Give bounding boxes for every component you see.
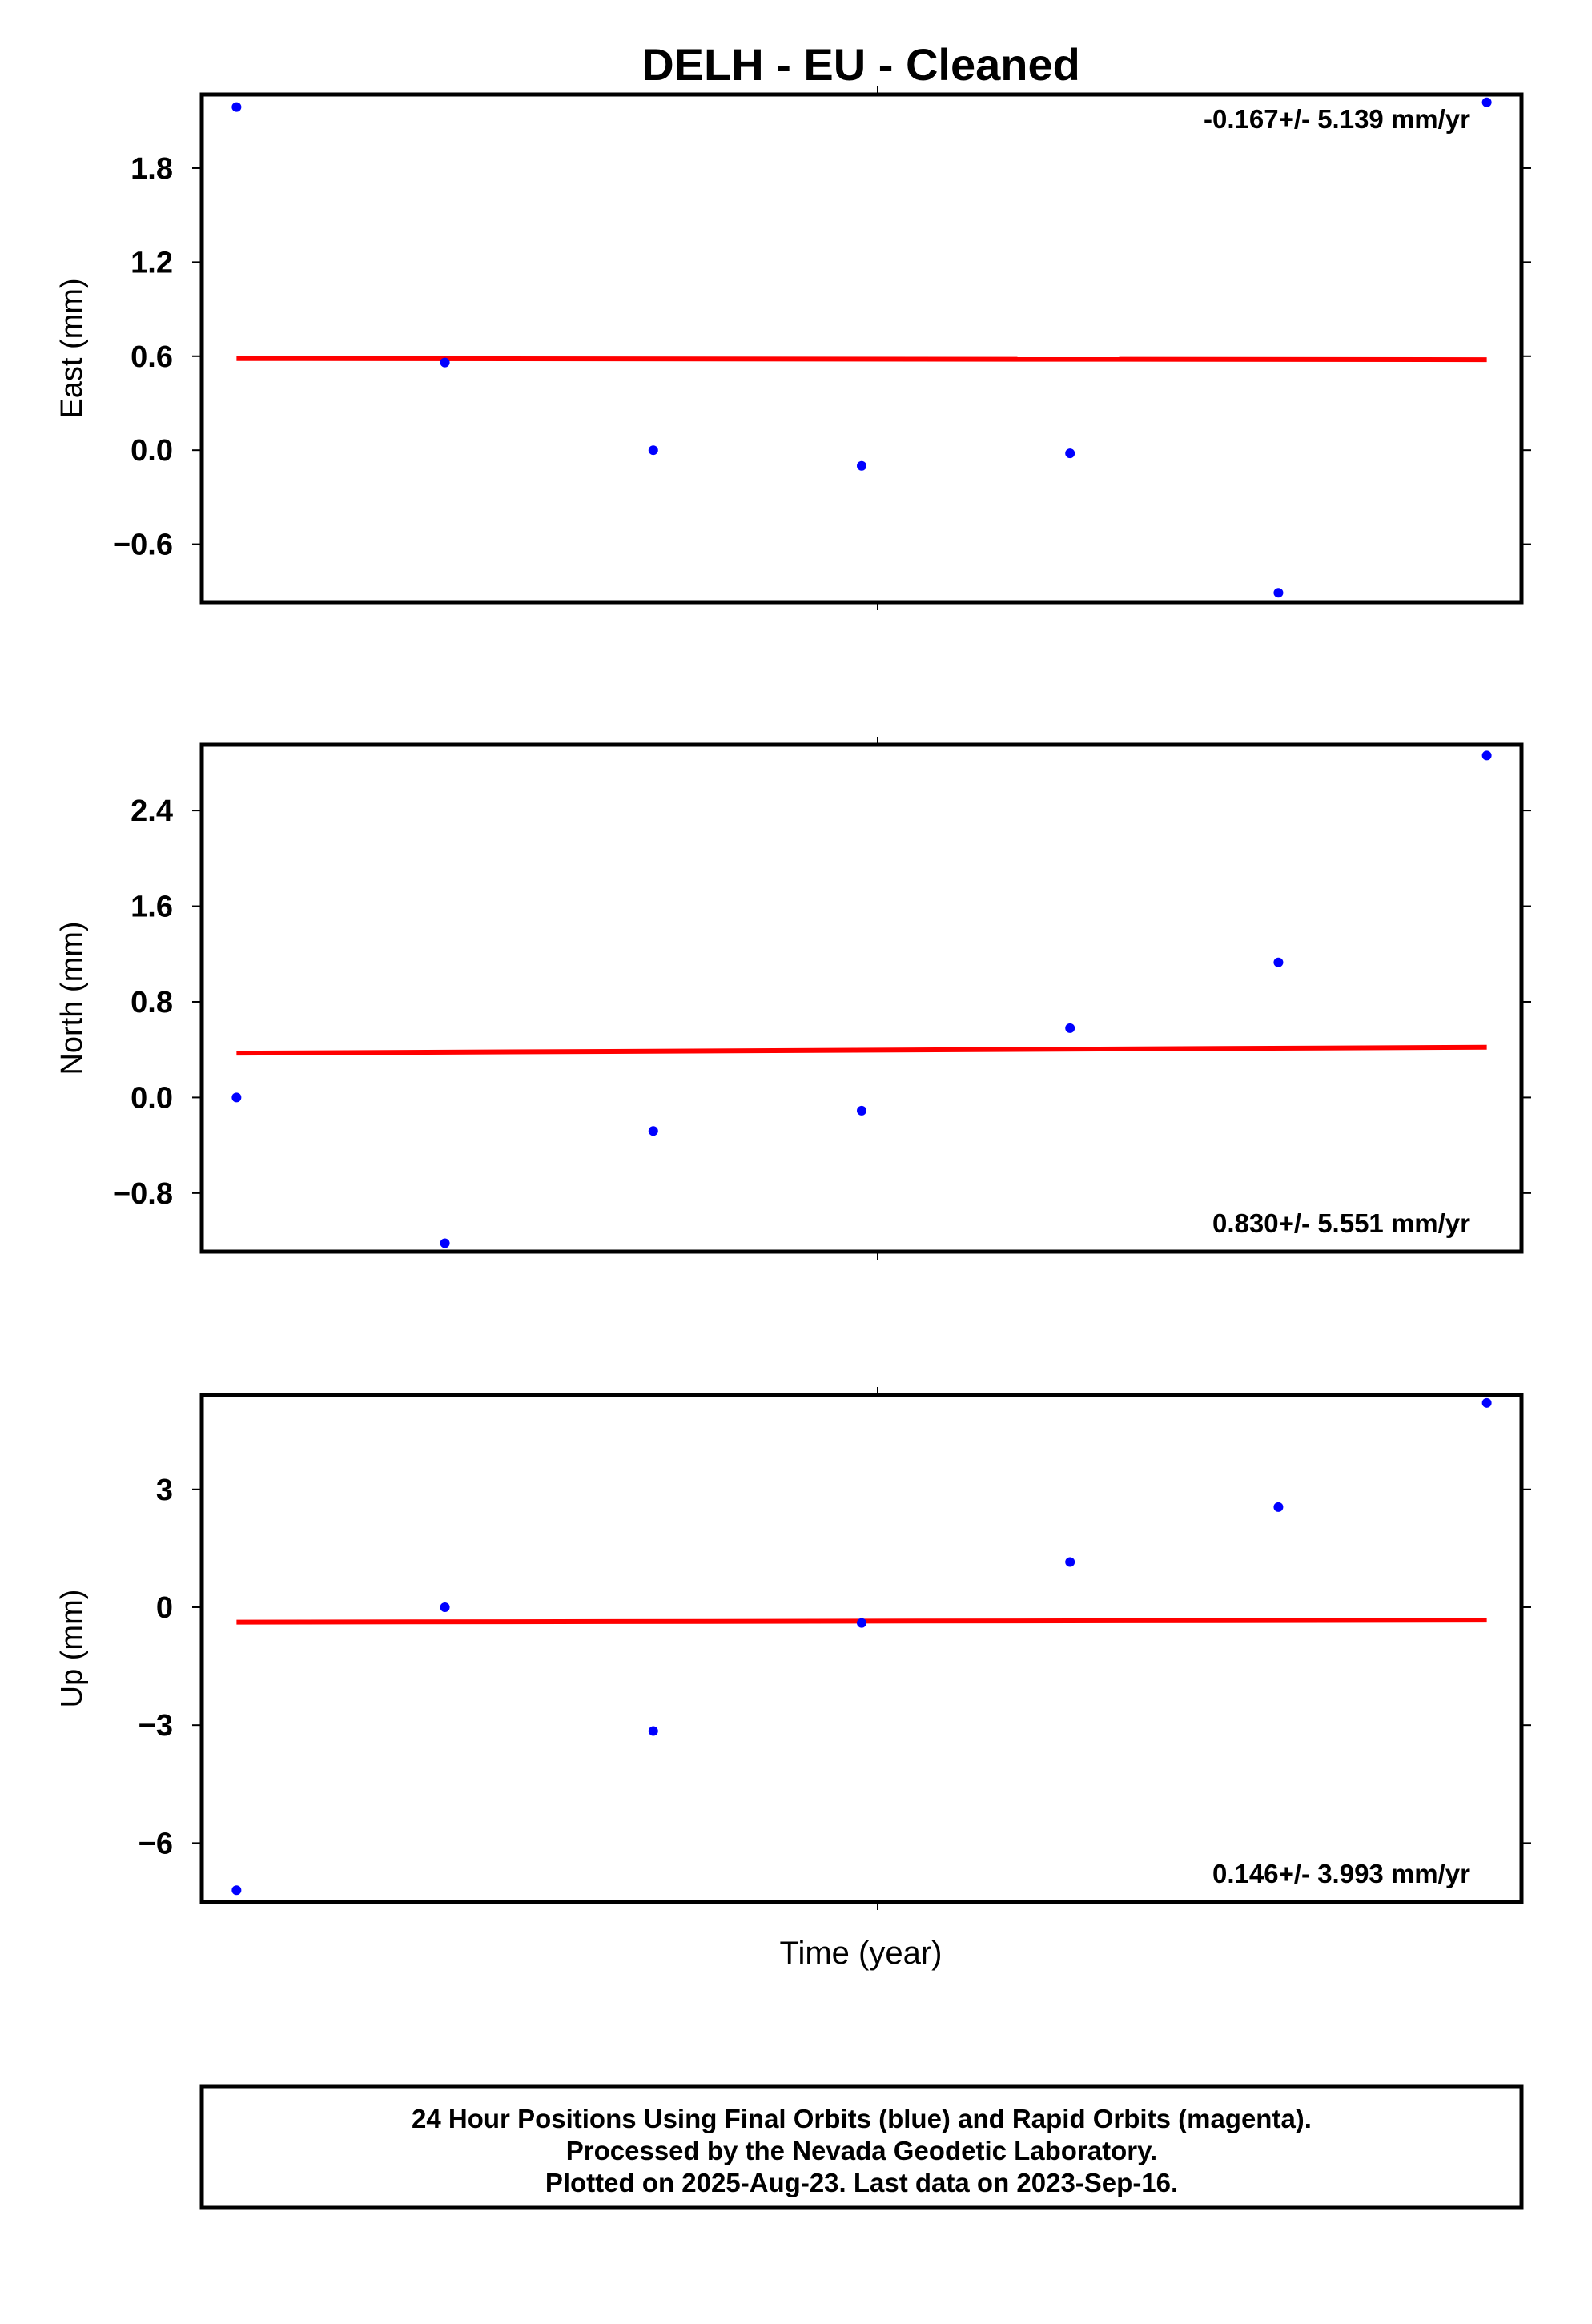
data-point — [1065, 448, 1075, 459]
data-point — [1065, 1023, 1075, 1033]
y-tick-label: 2.4 — [131, 794, 173, 828]
footer-line-1: 24 Hour Positions Using Final Orbits (bl… — [412, 2104, 1312, 2133]
data-point — [1481, 750, 1492, 761]
data-point — [857, 1618, 866, 1628]
footer-line-2: Processed by the Nevada Geodetic Laborat… — [566, 2136, 1157, 2165]
data-point — [231, 1885, 242, 1896]
data-point — [1065, 1557, 1075, 1567]
data-point — [1481, 97, 1492, 107]
north-panel: 2.4 1.6 0.8 0.0 −0.8 North (mm) 0.830+/- 5.551… — [55, 737, 1531, 1260]
data-point — [648, 445, 658, 456]
x-axis-label: Time (year) — [780, 1936, 943, 1971]
y-tick-label: 1.6 — [131, 891, 173, 924]
up-axis-label: Up (mm) — [55, 1590, 89, 1708]
data-point — [1273, 588, 1284, 598]
trend-line — [236, 1044, 1487, 1056]
chart-title: DELH - EU - Cleaned — [641, 39, 1080, 90]
footer-frame — [199, 2084, 1524, 2210]
y-tick-label: −3 — [139, 1709, 173, 1743]
y-tick-label: 0 — [156, 1591, 173, 1625]
data-point — [231, 1092, 242, 1103]
y-tick-label: −6 — [139, 1827, 173, 1860]
data-point — [1273, 1502, 1284, 1512]
footer-box: 24 Hour Positions Using Final Orbits (bl… — [199, 2084, 1524, 2210]
y-tick-label: −0.8 — [113, 1177, 173, 1211]
plot-frame — [199, 92, 1524, 605]
y-tick-label: 0.0 — [131, 434, 173, 468]
plot-frame — [199, 1393, 1524, 1904]
up-rate-label: 0.146+/- 3.993 mm/yr — [1212, 1859, 1470, 1888]
data-point — [440, 1602, 450, 1612]
y-tick-label: 1.8 — [131, 152, 173, 186]
y-tick-label: 0.8 — [131, 986, 173, 1019]
data-point — [440, 357, 450, 368]
trend-line — [236, 356, 1487, 363]
plot-frame — [199, 742, 1524, 1254]
up-panel: 3 0 −3 −6 Up (mm) 0.146+/- 3.993 mm/yr — [55, 1387, 1531, 1910]
data-point — [648, 1726, 658, 1736]
data-point — [648, 1126, 658, 1136]
data-point — [1481, 1397, 1492, 1408]
y-tick-label: 0.6 — [131, 340, 173, 374]
data-point — [857, 1105, 866, 1116]
east-rate-label: -0.167+/- 5.139 mm/yr — [1204, 104, 1470, 134]
data-point — [1273, 957, 1284, 967]
data-point — [231, 102, 242, 112]
y-tick-label: −0.6 — [113, 529, 173, 562]
data-point — [440, 1238, 450, 1248]
north-axis-label: North (mm) — [55, 921, 89, 1075]
east-axis-label: East (mm) — [55, 278, 89, 418]
north-rate-label: 0.830+/- 5.551 mm/yr — [1212, 1208, 1470, 1238]
data-point — [857, 460, 866, 471]
y-tick-label: 0.0 — [131, 1081, 173, 1115]
y-tick-label: 1.2 — [131, 246, 173, 279]
east-panel: 1.8 1.2 0.6 0.0 −0.6 East (mm) -0.167+/- 5.139… — [55, 86, 1531, 610]
footer-line-3: Plotted on 2025-Aug-23. Last data on 202… — [545, 2168, 1178, 2197]
y-tick-label: 3 — [156, 1474, 173, 1507]
